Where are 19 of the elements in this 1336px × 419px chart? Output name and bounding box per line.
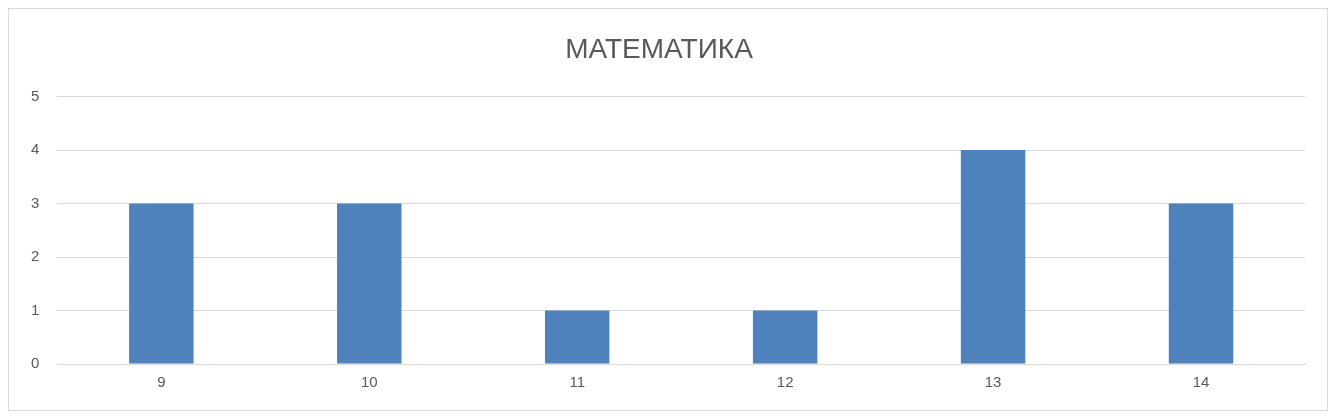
y-tick-label: 2 [31,247,40,265]
x-tick-label: 12 [776,373,794,391]
y-tick-label: 1 [31,300,40,318]
bar [337,203,402,364]
x-tick-label: 14 [1192,373,1210,391]
y-tick-label: 4 [31,140,40,158]
y-tick-label: 0 [31,354,40,372]
bar [1168,203,1234,364]
x-tick-label: 11 [569,373,585,391]
x-tick-label: 13 [984,373,1002,391]
bar [129,203,194,364]
x-tick-label: 10 [360,373,378,391]
chart-title: МАТЕМАТИКА [565,32,754,64]
y-tick-label: 3 [31,193,40,211]
bar [544,310,610,364]
bar [960,150,1026,364]
bar [752,310,818,364]
y-tick-label: 5 [31,86,40,104]
x-tick-label: 9 [157,373,166,391]
